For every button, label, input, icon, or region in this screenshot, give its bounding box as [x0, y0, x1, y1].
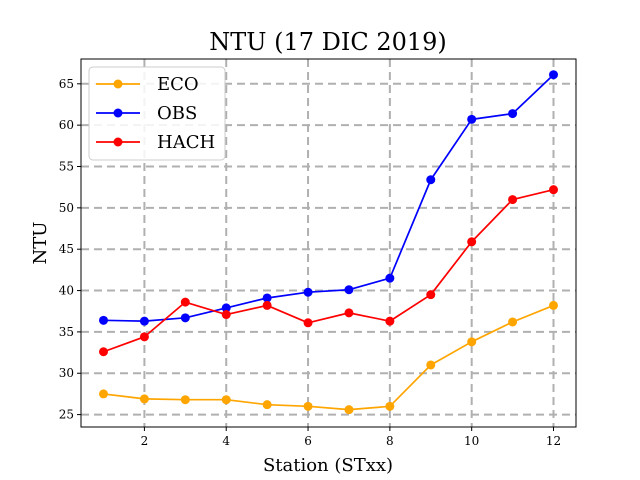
x-tick-label: 12	[546, 434, 561, 448]
series-line-hach	[103, 188, 554, 353]
data-point-hach	[180, 297, 190, 307]
plot-frame	[80, 58, 577, 428]
series-layer	[99, 70, 558, 415]
data-point-eco	[385, 401, 395, 411]
data-point-hach	[549, 185, 558, 195]
grid	[81, 59, 576, 427]
data-point-obs	[426, 175, 436, 185]
data-point-obs	[385, 273, 395, 283]
data-point-hach	[303, 318, 313, 328]
data-point-hach	[221, 310, 231, 320]
data-point-obs	[139, 316, 149, 326]
data-point-obs	[467, 114, 477, 124]
legend-marker-hach	[113, 137, 123, 147]
legend-entry-hach: HACH	[96, 132, 215, 153]
x-tick-label: 2	[141, 434, 149, 448]
data-point-eco	[467, 337, 477, 347]
data-point-eco	[139, 394, 149, 404]
data-point-eco	[344, 405, 354, 415]
series-eco	[99, 300, 558, 415]
y-tick-label: 50	[59, 201, 74, 215]
series-hach	[99, 185, 558, 357]
x-tick-label: 6	[304, 434, 312, 448]
y-tick-label: 35	[59, 325, 74, 339]
data-point-eco	[303, 401, 313, 411]
data-point-obs	[221, 303, 231, 313]
legend-label-hach: HACH	[157, 132, 215, 153]
y-tick-label: 30	[59, 366, 74, 380]
axis-ticks: 2 4 6 8 10 12 25 30 35 40 45 50 55 60 65	[59, 77, 561, 448]
data-point-eco	[262, 400, 272, 410]
data-point-eco	[180, 395, 190, 405]
series-line-eco	[103, 304, 554, 411]
data-point-eco	[549, 300, 558, 310]
legend-label-obs: OBS	[157, 103, 197, 124]
y-tick-label: 55	[59, 160, 74, 174]
data-point-eco	[221, 395, 231, 405]
y-tick-label: 60	[59, 118, 74, 132]
y-tick-label: 40	[59, 284, 74, 298]
data-point-hach	[467, 237, 477, 247]
data-point-obs	[262, 293, 272, 303]
data-point-obs	[303, 287, 313, 297]
series-line-obs	[103, 74, 555, 322]
data-point-eco	[426, 360, 436, 370]
legend-marker-obs	[113, 108, 123, 118]
data-point-hach	[385, 316, 395, 326]
legend-marker-eco	[113, 79, 123, 89]
data-point-obs	[508, 109, 518, 119]
data-point-obs	[99, 315, 108, 325]
data-point-obs	[180, 313, 190, 323]
data-point-eco	[508, 317, 518, 327]
legend-box	[88, 66, 226, 161]
legend-label-eco: ECO	[157, 74, 199, 95]
legend: ECO OBS HACH	[88, 66, 226, 161]
data-point-hach	[139, 332, 149, 342]
data-point-hach	[344, 308, 354, 318]
series-obs	[99, 70, 558, 326]
x-axis-label: Station (STxx)	[263, 455, 393, 476]
y-axis-label: NTU	[30, 222, 51, 265]
data-point-hach	[426, 290, 436, 300]
x-tick-label: 10	[464, 434, 479, 448]
y-tick-label: 25	[59, 408, 74, 422]
data-point-obs	[549, 70, 558, 80]
data-point-obs	[344, 285, 354, 295]
y-tick-label: 45	[59, 242, 74, 256]
x-tick-label: 8	[386, 434, 394, 448]
x-tick-label: 4	[222, 434, 230, 448]
data-point-eco	[99, 389, 108, 399]
legend-entry-eco: ECO	[96, 74, 199, 95]
data-point-hach	[262, 300, 272, 310]
chart-title: NTU (17 DIC 2019)	[209, 28, 447, 56]
data-point-hach	[99, 347, 108, 357]
y-tick-label: 65	[59, 77, 74, 91]
legend-entry-obs: OBS	[96, 103, 197, 124]
data-point-hach	[508, 195, 518, 205]
